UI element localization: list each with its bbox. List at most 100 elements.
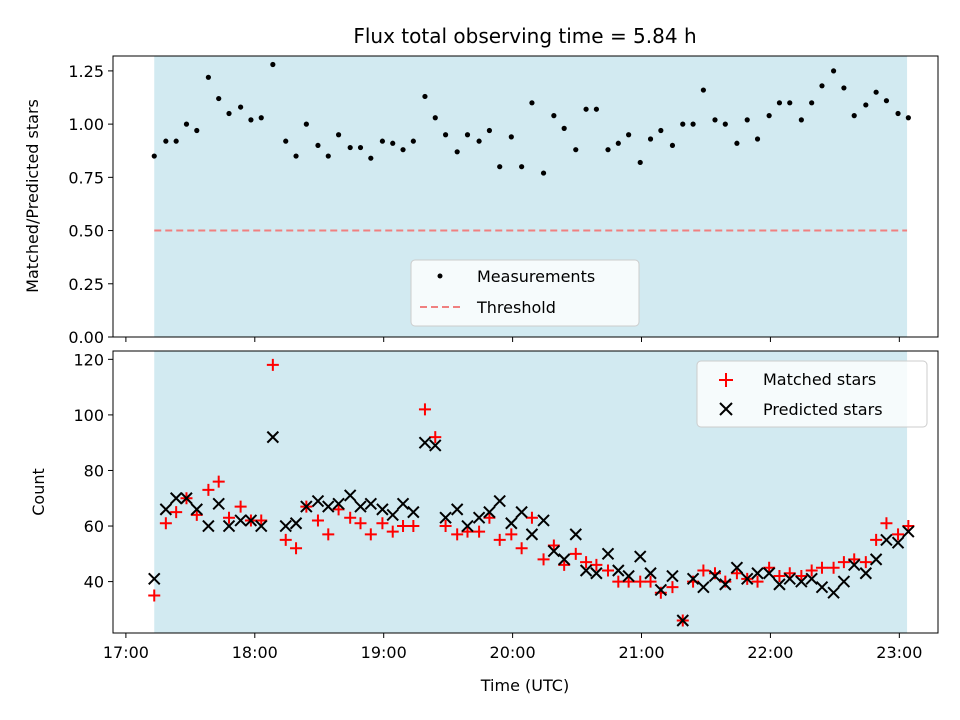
measurement-point bbox=[605, 147, 611, 153]
measurement-point bbox=[841, 85, 847, 91]
x-tick-label: 17:00 bbox=[103, 643, 149, 662]
measurement-point bbox=[422, 93, 428, 100]
predicted-star-point bbox=[222, 519, 236, 533]
matched-star-point bbox=[892, 528, 905, 541]
measurement-point bbox=[540, 170, 547, 176]
y-tick-label: 0.75 bbox=[68, 168, 104, 187]
measurement-point bbox=[335, 132, 342, 138]
predicted-star-point bbox=[202, 519, 215, 533]
measurement-point bbox=[905, 115, 911, 121]
matched-star-point bbox=[837, 556, 850, 569]
matched-star-point bbox=[859, 556, 872, 569]
predicted-star-point bbox=[332, 497, 345, 511]
legend-label-measurements: Measurements bbox=[477, 267, 595, 286]
matched-star-point bbox=[376, 517, 389, 530]
matched-star-point bbox=[537, 553, 550, 566]
legend-box bbox=[410, 259, 640, 327]
predicted-star-point bbox=[407, 505, 420, 519]
measurement-point bbox=[293, 153, 299, 159]
measurement-point bbox=[809, 100, 815, 106]
matched-star-point bbox=[515, 542, 528, 555]
axes-frame bbox=[112, 55, 939, 338]
top-panel-legend: Measurements Threshold bbox=[410, 259, 640, 327]
matched-star-point bbox=[386, 525, 399, 538]
measurement-point bbox=[347, 144, 353, 151]
matched-star-point bbox=[622, 575, 635, 588]
y-tick-label: 100 bbox=[73, 406, 104, 425]
matched-star-point bbox=[697, 564, 710, 577]
predicted-star-point bbox=[579, 564, 593, 577]
measurement-point bbox=[573, 147, 579, 153]
matched-star-point bbox=[202, 483, 215, 496]
predicted-star-point bbox=[547, 544, 561, 558]
measurement-point bbox=[325, 153, 331, 159]
predicted-star-point bbox=[880, 533, 893, 547]
x-tick-label: 21:00 bbox=[618, 643, 664, 662]
predicted-star-point bbox=[376, 503, 389, 516]
predicted-star-point bbox=[815, 580, 829, 594]
predicted-star-point bbox=[472, 511, 486, 524]
measurement-point bbox=[508, 134, 514, 140]
matched-star-point bbox=[429, 431, 442, 444]
measurement-point bbox=[615, 140, 621, 146]
matched-star-point bbox=[880, 517, 893, 530]
measurement-point bbox=[519, 164, 525, 170]
measurement-point bbox=[658, 127, 664, 134]
predicted-star-point bbox=[537, 514, 550, 527]
measurement-point bbox=[873, 89, 879, 95]
matched-star-point bbox=[439, 520, 452, 533]
predicted-star-point bbox=[279, 519, 292, 533]
measurement-point bbox=[722, 121, 728, 127]
predicted-star-point bbox=[719, 578, 732, 591]
measurement-point bbox=[529, 100, 535, 106]
predicted-star-point bbox=[244, 514, 258, 527]
predicted-star-point bbox=[450, 503, 464, 516]
predicted-star-point bbox=[386, 508, 399, 522]
matched-star-point bbox=[354, 517, 367, 530]
x-tick-label: 18:00 bbox=[232, 643, 278, 662]
measurement-point bbox=[476, 138, 482, 144]
matched-star-point bbox=[848, 553, 861, 566]
predicted-star-point bbox=[180, 492, 193, 505]
matched-star-point bbox=[451, 528, 464, 541]
matched-star-point bbox=[332, 503, 345, 516]
measurement-point bbox=[238, 104, 244, 110]
predicted-star-point bbox=[859, 567, 873, 580]
matched-star-point bbox=[322, 528, 335, 541]
y-tick-label: 120 bbox=[73, 350, 104, 369]
measurement-point bbox=[551, 113, 557, 119]
predicted-star-point bbox=[751, 567, 764, 580]
y-tick-label: 1.25 bbox=[68, 62, 104, 81]
top-y-axis-label: Matched/Predicted stars bbox=[23, 99, 42, 293]
matched-star-point bbox=[344, 511, 357, 524]
legend-label-threshold: Threshold bbox=[476, 298, 556, 317]
predicted-star-point bbox=[505, 517, 518, 530]
chart-title: Flux total observing time = 5.84 h bbox=[353, 24, 696, 48]
predicted-star-point bbox=[697, 580, 710, 594]
x-tick-label: 22:00 bbox=[747, 643, 793, 662]
measurement-point bbox=[637, 159, 643, 166]
matched-star-point bbox=[612, 575, 625, 588]
x-tick-label: 19:00 bbox=[361, 643, 407, 662]
measurement-point bbox=[183, 121, 190, 127]
top-panel-marks bbox=[151, 61, 911, 232]
predicted-star-point bbox=[461, 519, 474, 533]
predicted-star-point bbox=[169, 492, 183, 505]
measurement-point bbox=[863, 102, 869, 108]
matched-star-point bbox=[644, 575, 657, 588]
predicted-star-point bbox=[212, 497, 225, 511]
bottom-panel-legend: Matched stars Predicted stars bbox=[696, 360, 928, 428]
measurement-point bbox=[895, 110, 901, 117]
measurement-point bbox=[754, 136, 761, 142]
y-tick-label: 0.50 bbox=[68, 222, 104, 241]
measurement-point bbox=[303, 121, 309, 127]
predicted-star-point bbox=[741, 572, 754, 586]
matched-star-point bbox=[827, 561, 840, 574]
predicted-star-point bbox=[266, 430, 280, 444]
measurement-point bbox=[690, 121, 696, 127]
matched-star-point bbox=[580, 556, 593, 569]
matched-star-point bbox=[234, 500, 247, 513]
matched-star-point bbox=[290, 542, 303, 555]
matched-star-point bbox=[558, 558, 571, 571]
predicted-star-point bbox=[439, 511, 452, 524]
